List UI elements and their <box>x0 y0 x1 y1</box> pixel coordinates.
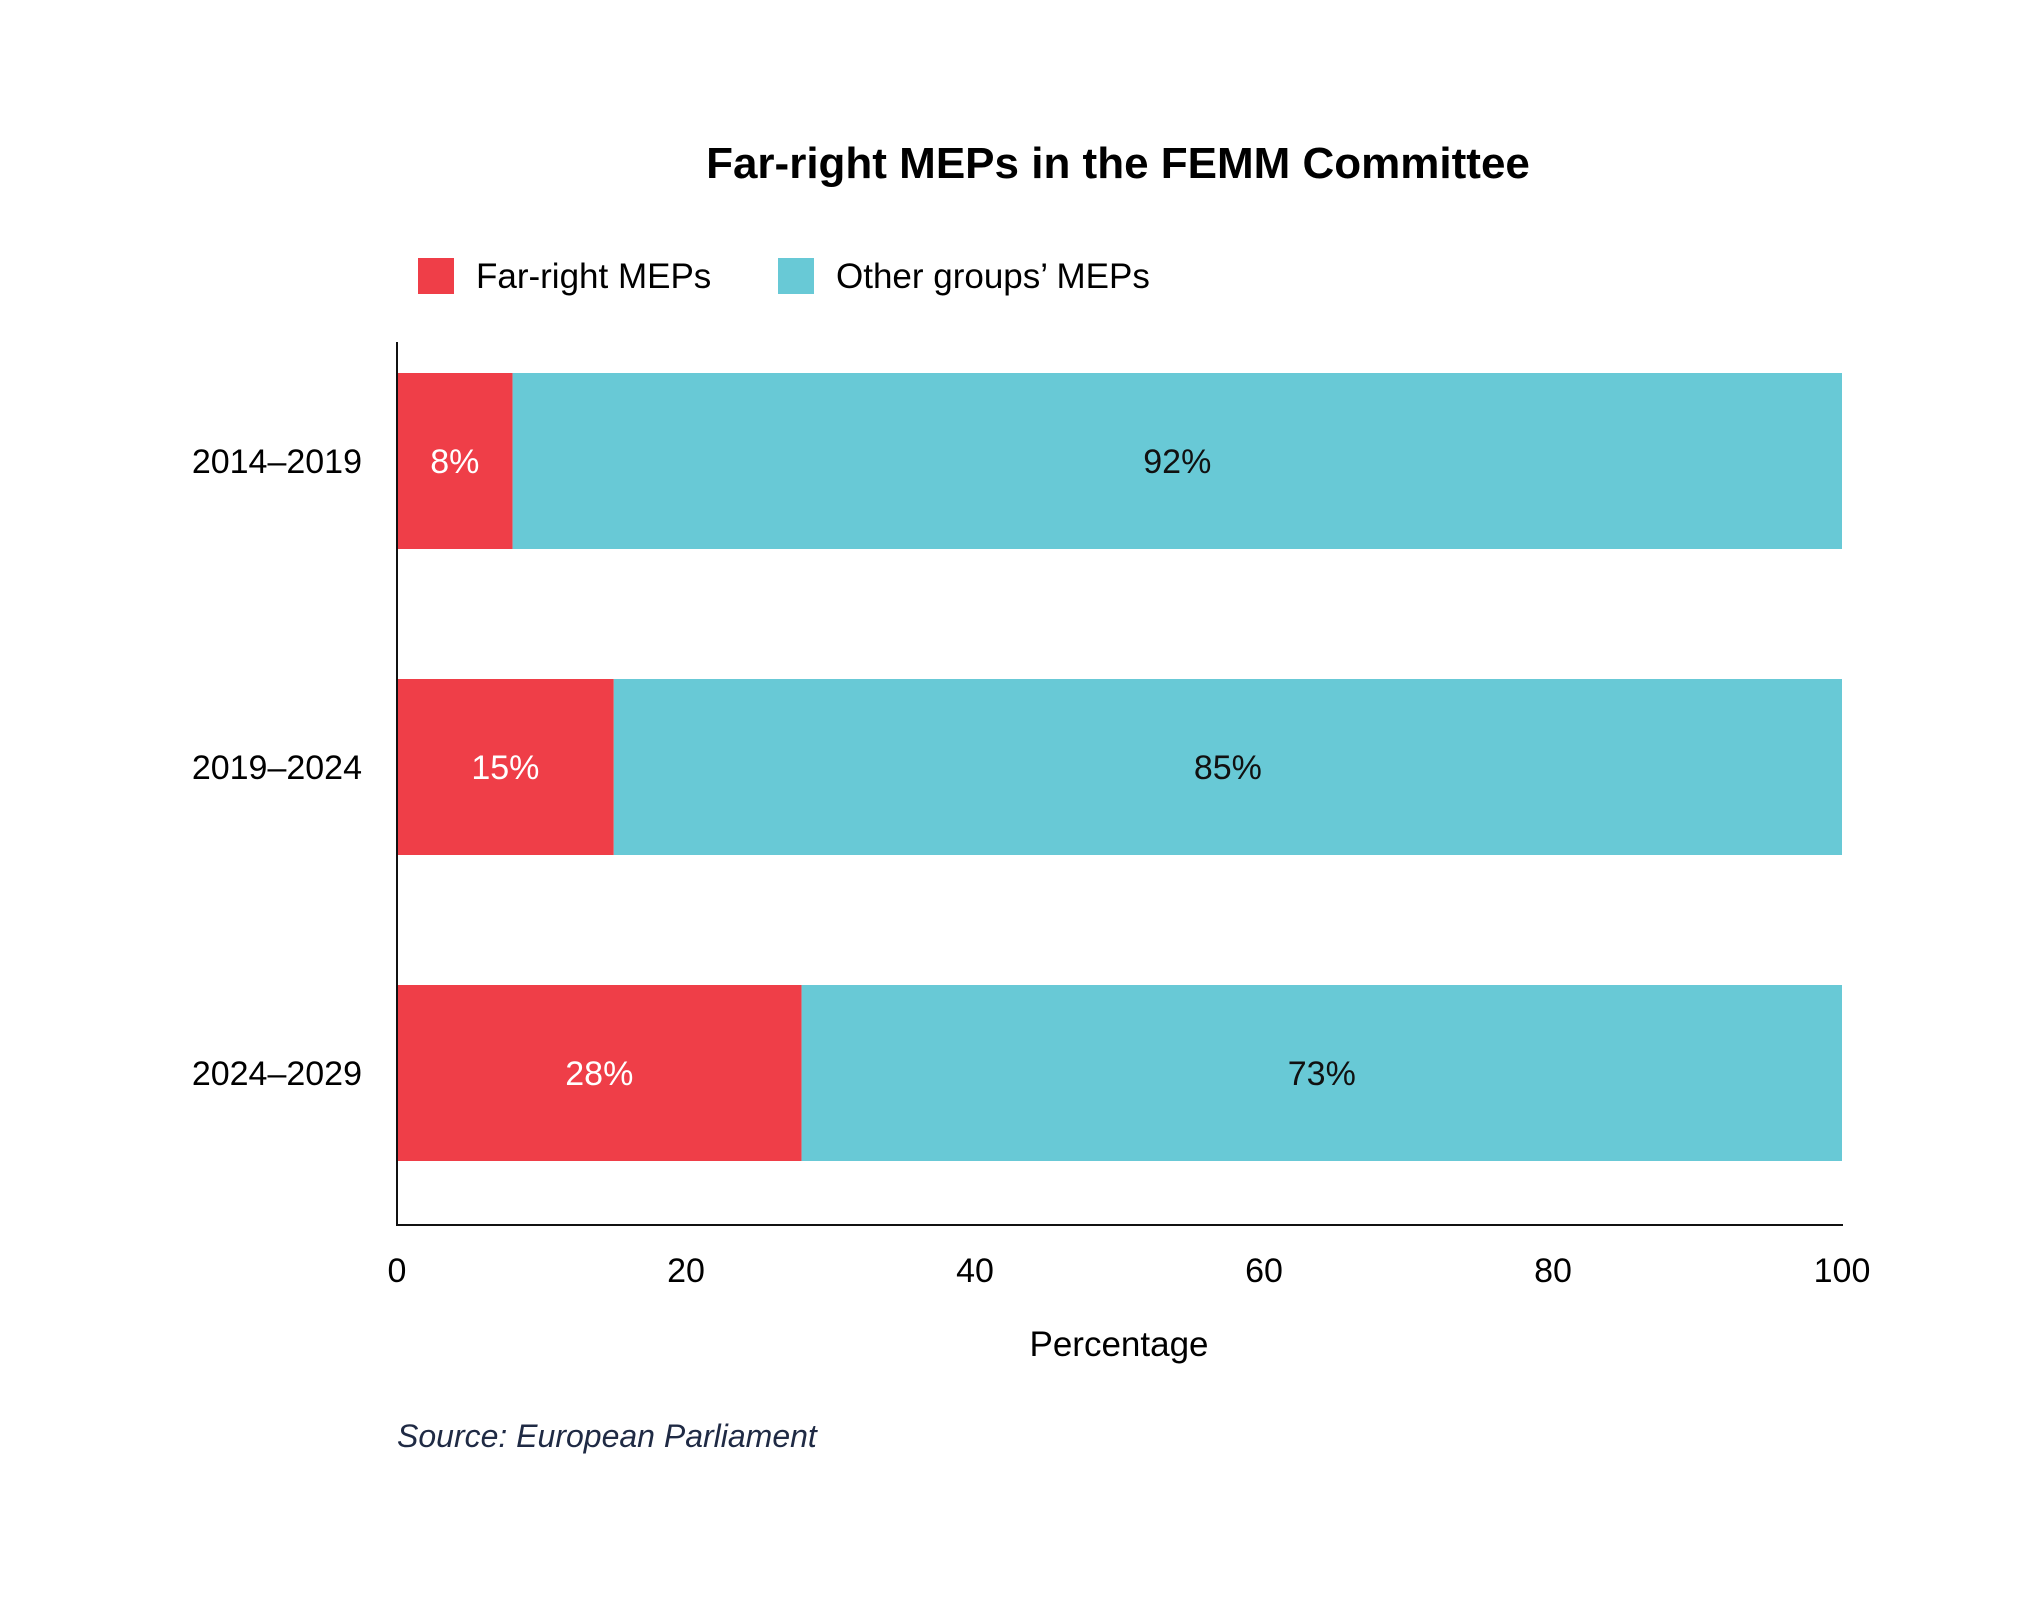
y-tick-labels: 2014–2019 2019–2024 2024–2029 <box>192 443 362 1093</box>
legend-label: Far-right MEPs <box>476 257 711 296</box>
bar-far-right <box>397 985 802 1161</box>
x-tick-label: 40 <box>956 1252 994 1290</box>
legend-item: Other groups’ MEPs <box>778 257 1150 296</box>
data-label-far-right: 28% <box>565 1055 633 1093</box>
x-tick-label: 80 <box>1534 1252 1572 1290</box>
x-tick-labels: 0 20 40 60 80 100 <box>388 1252 1871 1290</box>
legend: Far-right MEPs Other groups’ MEPs <box>418 257 1150 296</box>
x-tick-label: 20 <box>667 1252 705 1290</box>
y-tick-label: 2019–2024 <box>192 749 362 787</box>
bar-far-right <box>397 373 513 549</box>
source-note: Source: European Parliament <box>397 1418 818 1454</box>
x-tick-label: 0 <box>388 1252 407 1290</box>
x-axis-label: Percentage <box>1029 1325 1208 1364</box>
bar-group: 28% 73% <box>397 985 1842 1161</box>
legend-swatch <box>418 258 454 294</box>
legend-label: Other groups’ MEPs <box>836 257 1150 296</box>
bar-other-groups <box>613 679 1842 855</box>
bar-group: 8% 92% <box>397 373 1842 549</box>
bars: 8% 92% 15% 85% 28% 73% <box>397 373 1842 1161</box>
legend-item: Far-right MEPs <box>418 257 711 296</box>
y-tick-label: 2024–2029 <box>192 1055 362 1093</box>
x-tick-label: 100 <box>1814 1252 1871 1290</box>
y-tick-label: 2014–2019 <box>192 443 362 481</box>
bar-other-groups <box>801 985 1842 1161</box>
data-label-other-groups: 92% <box>1143 443 1211 481</box>
chart-title: Far-right MEPs in the FEMM Committee <box>706 139 1530 188</box>
x-tick-label: 60 <box>1245 1252 1283 1290</box>
bar-other-groups <box>512 373 1842 549</box>
bar-far-right <box>397 679 614 855</box>
data-label-other-groups: 85% <box>1194 749 1262 787</box>
data-label-far-right: 8% <box>430 443 479 481</box>
data-label-other-groups: 73% <box>1288 1055 1356 1093</box>
bar-group: 15% 85% <box>397 679 1842 855</box>
data-label-far-right: 15% <box>471 749 539 787</box>
legend-swatch <box>778 258 814 294</box>
